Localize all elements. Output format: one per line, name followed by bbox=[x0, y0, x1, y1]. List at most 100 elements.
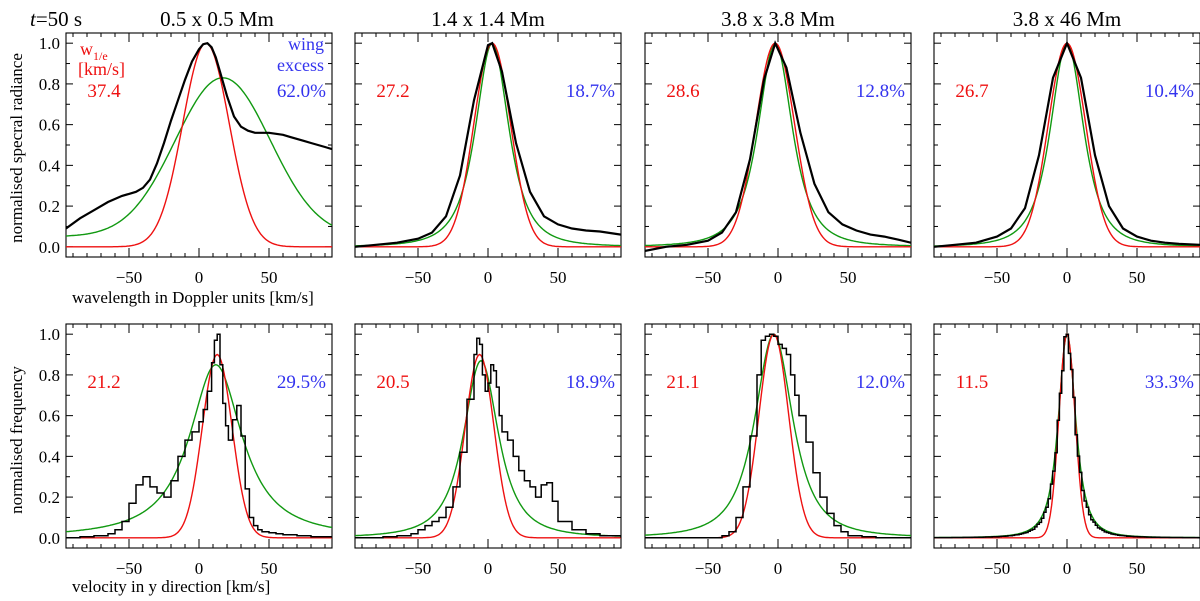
fit-series bbox=[934, 42, 1200, 247]
data-series bbox=[645, 40, 911, 252]
panel-top-4: −50 0 50 3.8 x 46 Mm 26.7 10.4% bbox=[933, 7, 1200, 287]
x-tick-label: 50 bbox=[1129, 268, 1146, 287]
y-tick-label: 0.4 bbox=[39, 156, 61, 175]
x-tick-label: 50 bbox=[550, 268, 567, 287]
excess-value: 10.4% bbox=[1145, 81, 1194, 102]
x-tick-label: −50 bbox=[405, 559, 432, 578]
x-tick-label: 50 bbox=[550, 559, 567, 578]
data-series bbox=[66, 333, 332, 539]
x-tick-label: 0 bbox=[774, 559, 783, 578]
x-tick-label: 0 bbox=[1063, 268, 1072, 287]
plot-frame bbox=[354, 323, 622, 549]
x-tick-label: 0 bbox=[195, 559, 204, 578]
fit-series bbox=[355, 359, 621, 537]
y-tick-label: 0.2 bbox=[39, 488, 60, 507]
bottom-row-ylabel: normalised frequency bbox=[7, 366, 26, 514]
x-tick-label: 0 bbox=[484, 268, 493, 287]
data-series bbox=[934, 40, 1200, 248]
y-tick-label: 1.0 bbox=[39, 34, 60, 53]
data-series bbox=[934, 333, 1200, 539]
x-tick-label: −50 bbox=[405, 268, 432, 287]
panel-top-3: −50 0 50 3.8 x 3.8 Mm 28.6 12.8% bbox=[644, 7, 912, 287]
width-value: 21.1 bbox=[666, 372, 699, 393]
width-value: 21.2 bbox=[87, 372, 120, 393]
plot-frame bbox=[933, 323, 1200, 549]
excess-value: 29.5% bbox=[277, 372, 326, 393]
panel-bottom-2: −50 0 50 20.5 18.9% bbox=[354, 323, 622, 578]
x-tick-label: 0 bbox=[484, 559, 493, 578]
panel-title: 0.5 x 0.5 Mm bbox=[160, 7, 274, 31]
panel-bottom-4: −50 0 50 11.5 33.3% bbox=[933, 323, 1200, 578]
gauss-series bbox=[645, 333, 911, 539]
y-tick-label: 0.6 bbox=[39, 116, 60, 135]
fit-series bbox=[645, 42, 911, 247]
x-tick-label: −50 bbox=[116, 268, 143, 287]
panel-bottom-1: 0.0 0.2 0.4 0.6 0.8 1.0 −50 0 50 21.2 29.5% bbox=[39, 323, 333, 578]
width-value: 26.7 bbox=[955, 81, 988, 102]
top-row-ylabel: normalised specral radiance bbox=[7, 53, 26, 243]
width-legend-unit: [km/s] bbox=[78, 59, 125, 79]
y-tick-label: 0.2 bbox=[39, 197, 60, 216]
panel-title: 3.8 x 3.8 Mm bbox=[721, 7, 835, 31]
x-tick-label: −50 bbox=[695, 268, 722, 287]
gauss-series bbox=[66, 353, 332, 539]
fit-series bbox=[645, 333, 911, 537]
width-value: 27.2 bbox=[376, 81, 409, 102]
x-tick-label: 0 bbox=[1063, 559, 1072, 578]
width-value: 11.5 bbox=[956, 372, 989, 393]
x-tick-label: 50 bbox=[1129, 559, 1146, 578]
excess-legend-line1: wing bbox=[288, 34, 324, 54]
gauss-series bbox=[355, 42, 621, 248]
fit-series bbox=[66, 77, 332, 237]
plot-frame bbox=[354, 32, 622, 258]
x-tick-label: 50 bbox=[261, 559, 278, 578]
gauss-series bbox=[645, 42, 911, 248]
y-tick-label: 0.0 bbox=[39, 238, 60, 257]
x-tick-label: 50 bbox=[840, 268, 857, 287]
plot-frame bbox=[933, 32, 1200, 258]
excess-value: 62.0% bbox=[277, 81, 326, 102]
y-tick-label: 0.8 bbox=[39, 75, 60, 94]
excess-value: 12.0% bbox=[856, 372, 905, 393]
data-series bbox=[645, 333, 911, 539]
y-tick-label: 0.8 bbox=[39, 366, 60, 385]
width-value: 37.4 bbox=[87, 81, 121, 102]
data-series bbox=[355, 337, 621, 539]
excess-legend-line2: excess bbox=[277, 55, 324, 75]
width-legend-label: w1/e bbox=[80, 39, 108, 63]
gauss-series bbox=[66, 42, 332, 248]
x-tick-label: 50 bbox=[840, 559, 857, 578]
y-tick-label: 0.4 bbox=[39, 447, 61, 466]
x-tick-label: −50 bbox=[116, 559, 143, 578]
y-tick-label: 0.6 bbox=[39, 407, 60, 426]
gauss-series bbox=[934, 42, 1200, 248]
excess-value: 33.3% bbox=[1145, 372, 1194, 393]
x-tick-label: 0 bbox=[195, 268, 204, 287]
x-tick-label: 0 bbox=[774, 268, 783, 287]
plot-frame bbox=[644, 323, 912, 549]
excess-value: 12.8% bbox=[856, 81, 905, 102]
width-value: 28.6 bbox=[666, 81, 699, 102]
y-tick-label: 1.0 bbox=[39, 325, 60, 344]
time-label: t=50 s bbox=[30, 7, 82, 31]
panel-top-1: 0.0 0.2 0.4 0.6 0.8 1.0 −50 0 50 0.5 x 0.5 Mm 37.4… bbox=[39, 7, 333, 287]
x-tick-label: 50 bbox=[261, 268, 278, 287]
panel-title: 1.4 x 1.4 Mm bbox=[431, 7, 545, 31]
excess-value: 18.9% bbox=[566, 372, 615, 393]
width-value: 20.5 bbox=[376, 372, 409, 393]
x-tick-label: −50 bbox=[984, 268, 1011, 287]
plot-frame bbox=[644, 32, 912, 258]
panel-top-2: −50 0 50 1.4 x 1.4 Mm 27.2 18.7% bbox=[354, 7, 622, 287]
data-series bbox=[66, 41, 332, 230]
data-series bbox=[355, 41, 621, 248]
top-row-xlabel: wavelength in Doppler units [km/s] bbox=[72, 288, 314, 307]
fit-series bbox=[934, 332, 1200, 539]
bottom-row-xlabel: velocity in y direction [km/s] bbox=[72, 577, 270, 596]
fit-series bbox=[66, 363, 332, 533]
x-tick-label: −50 bbox=[984, 559, 1011, 578]
panel-title: 3.8 x 46 Mm bbox=[1013, 7, 1122, 31]
x-tick-label: −50 bbox=[695, 559, 722, 578]
panel-bottom-3: −50 0 50 21.1 12.0% bbox=[644, 323, 912, 578]
fit-series bbox=[355, 42, 621, 247]
